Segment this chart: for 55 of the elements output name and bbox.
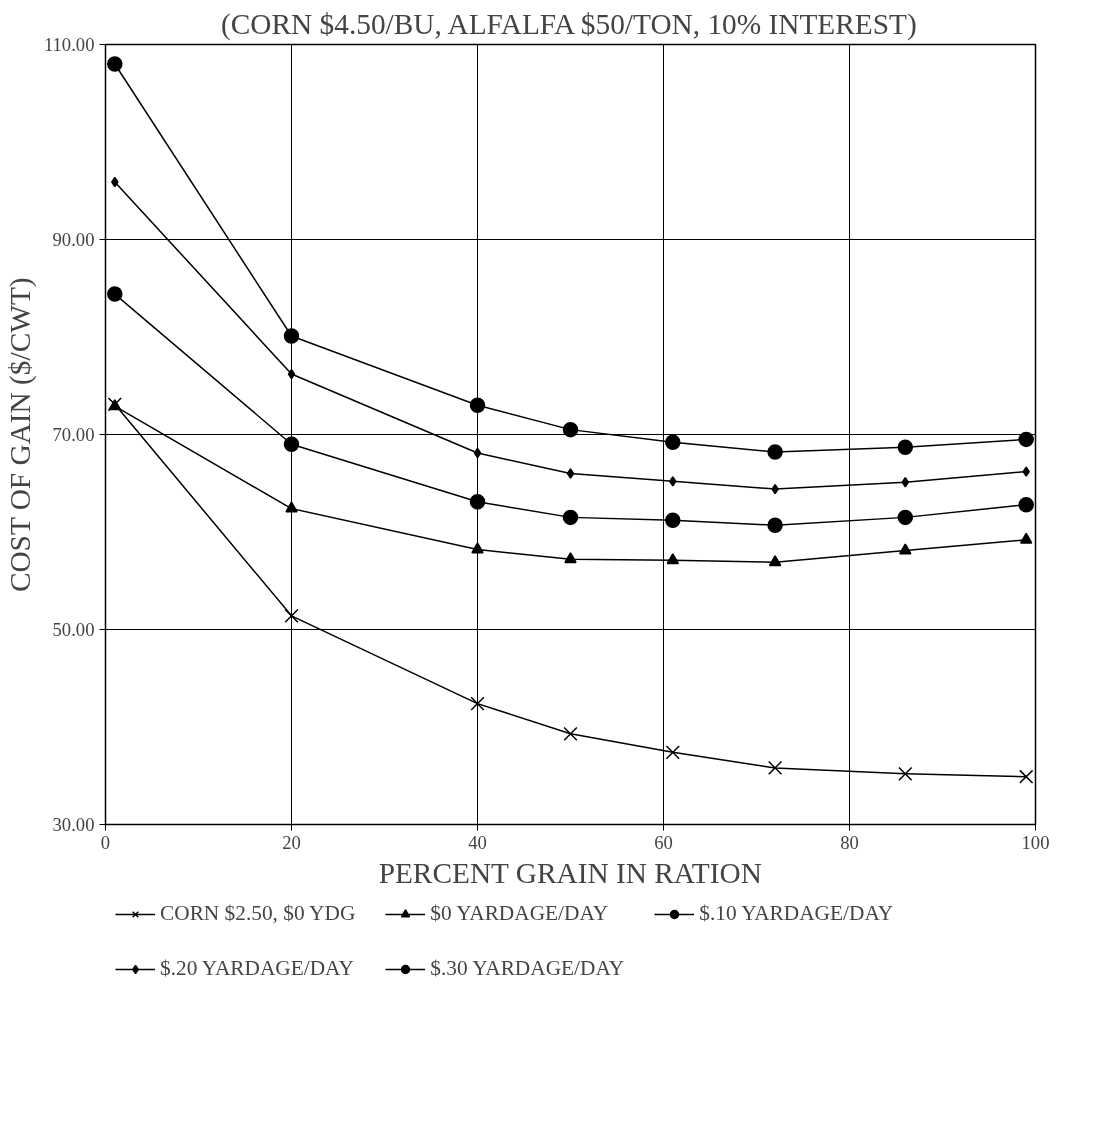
x-tick-label: 20 [282, 831, 301, 853]
x-tick-label: 80 [840, 831, 859, 853]
x-axis-title: PERCENT GRAIN IN RATION [378, 856, 762, 889]
point [665, 512, 681, 529]
point [1018, 431, 1034, 448]
point [469, 397, 486, 413]
point [283, 328, 300, 344]
point [285, 501, 298, 513]
point [768, 555, 782, 567]
point [562, 421, 579, 438]
y-tick-label: 30.00 [52, 814, 95, 835]
point [107, 286, 123, 302]
point [665, 745, 680, 760]
y-tick-label: 70.00 [52, 424, 95, 445]
y-tick-label: 110.00 [43, 34, 95, 55]
legend-label: $.20 YARDAGE/DAY [160, 956, 354, 981]
point [563, 726, 578, 741]
point [473, 447, 482, 459]
point [898, 766, 913, 781]
y-tick-label: 50.00 [52, 619, 95, 640]
y-tick-label: 90.00 [52, 229, 95, 250]
point [1018, 496, 1034, 513]
point [471, 542, 484, 554]
point [470, 696, 485, 711]
legend-label: $0 YARDAGE/DAY [430, 901, 609, 926]
x-tick-label: 60 [654, 831, 673, 853]
chart-title: (CORN $4.50/BU, ALFALFA $50/TON, 10% INTEREST) [221, 7, 917, 41]
x-tick-label: 0 [100, 831, 111, 853]
point [562, 509, 579, 526]
point [284, 608, 299, 623]
point [566, 468, 575, 479]
point [283, 436, 300, 452]
point [1019, 532, 1033, 544]
point [666, 553, 680, 565]
point [897, 439, 914, 455]
point [767, 444, 783, 460]
y-axis-title: COST OF GAIN ($/CWT) [3, 277, 37, 593]
point [107, 56, 123, 72]
point [564, 552, 577, 564]
point [767, 760, 783, 776]
point [287, 368, 296, 380]
x-tick-label: 100 [1021, 831, 1050, 853]
legend-label: CORN $2.50, $0 YDG [160, 901, 356, 926]
x-tick-label: 40 [468, 831, 487, 853]
legend-label: $.30 YARDAGE/DAY [430, 956, 625, 981]
point [899, 543, 912, 555]
point [665, 434, 681, 451]
point [1022, 466, 1030, 477]
point [469, 494, 486, 510]
point [767, 517, 783, 533]
point [897, 509, 914, 526]
point [669, 476, 677, 487]
point [901, 477, 910, 488]
point [1019, 769, 1034, 784]
legend-label: $.10 YARDAGE/DAY [699, 901, 894, 926]
